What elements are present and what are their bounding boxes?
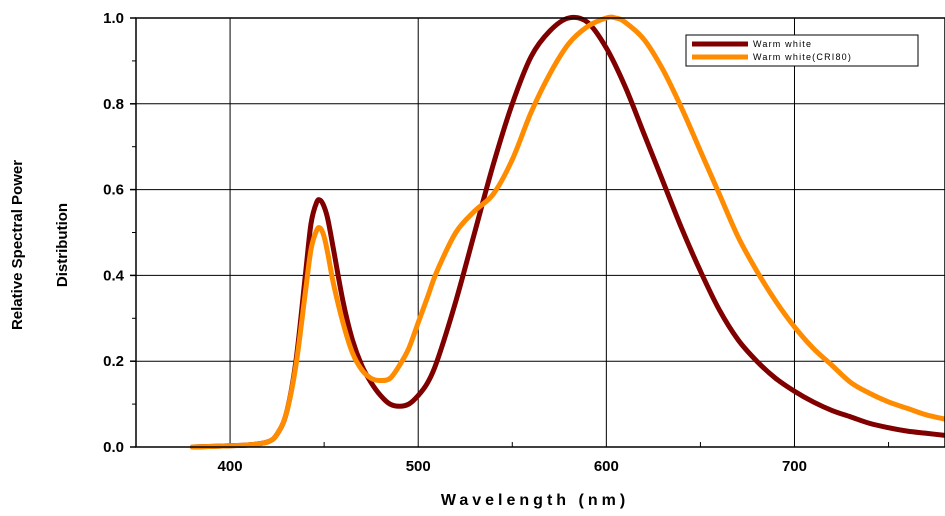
y-axis-title-line2: Distribution bbox=[54, 203, 71, 287]
x-tick-label: 500 bbox=[406, 458, 431, 475]
x-tick-label: 700 bbox=[782, 458, 807, 475]
y-tick-label: 0.2 bbox=[103, 353, 124, 370]
y-tick-label: 0.6 bbox=[103, 182, 124, 199]
tick-labels: 400 500 600 700 0.0 0.2 0.4 0.6 0.8 1.0 bbox=[103, 10, 807, 475]
legend: Warm white Warm white(CRI80) bbox=[685, 34, 919, 67]
x-tick-label: 600 bbox=[594, 458, 619, 475]
y-tick-label: 1.0 bbox=[103, 10, 124, 27]
plot-frame bbox=[135, 17, 945, 448]
y-tick-label: 0.8 bbox=[103, 96, 124, 113]
legend-label-warm-white-cri80: Warm white(CRI80) bbox=[753, 52, 852, 62]
series-line-warm-white bbox=[189, 14, 945, 450]
y-axis-title-line1: Relative Spectral Power bbox=[9, 160, 26, 330]
legend-label-warm-white: Warm white bbox=[753, 39, 812, 49]
x-tick-label: 400 bbox=[218, 458, 243, 475]
series-layer bbox=[189, 14, 945, 450]
x-axis-title: Wavelength (nm) bbox=[441, 492, 629, 509]
series-line-warm-white-cri80 bbox=[189, 14, 945, 450]
y-tick-label: 0.0 bbox=[103, 439, 124, 456]
grid-lines bbox=[136, 18, 945, 447]
legend-box bbox=[685, 34, 919, 67]
axis-ticks bbox=[130, 17, 890, 448]
y-tick-label: 0.4 bbox=[103, 267, 125, 284]
